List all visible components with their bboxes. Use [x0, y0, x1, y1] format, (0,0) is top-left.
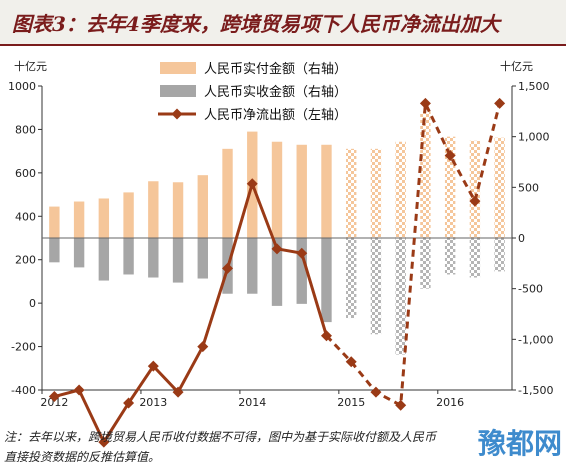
received-bars: [49, 238, 505, 355]
right-tick-label: 500: [518, 181, 539, 194]
net-outflow-point: [345, 356, 357, 368]
axes: -400 -200 0 200 400 600 800 1000 -1,500 -1,000 -50…: [8, 59, 553, 409]
paid-bar: [395, 141, 406, 238]
net-outflow-point: [444, 149, 456, 161]
net-outflow-line: [48, 97, 506, 448]
received-bar: [321, 238, 332, 323]
paid-bar: [73, 201, 85, 238]
received-bar: [98, 238, 110, 281]
net-outflow-dashed: [325, 97, 502, 408]
x-tick-label: 2015: [337, 396, 365, 409]
left-axis-unit: 十亿元: [14, 59, 47, 73]
received-bar: [172, 238, 184, 283]
received-bar: [395, 238, 406, 355]
net-outflow-point: [98, 436, 110, 448]
chart-title: 图表3：去年4季度来，跨境贸易项下人民币净流出加大: [12, 12, 500, 36]
paid-bar: [444, 136, 456, 238]
received-bar: [123, 238, 134, 275]
left-tick-label: -200: [11, 341, 36, 354]
paid-bar: [321, 144, 332, 238]
legend: 人民币实付金额（右轴） 人民币实收金额（右轴） 人民币净流出额（左轴）: [158, 61, 347, 123]
received-bar: [296, 238, 307, 304]
net-outflow-point: [73, 384, 85, 396]
right-tick-label: -1,000: [518, 333, 553, 346]
footnote: 注：去年以来，跨境贸易人民币收付数据不可得，图中为基于实际收付额及人民币直接投资…: [4, 430, 437, 464]
net-outflow-point: [320, 330, 332, 342]
paid-bar: [370, 148, 382, 238]
received-bar: [271, 238, 283, 306]
x-tick-label: 2012: [40, 396, 68, 409]
paid-bar: [197, 175, 208, 238]
net-outflow-point: [469, 195, 481, 207]
net-outflow-point: [296, 247, 308, 259]
net-outflow-point: [419, 97, 431, 109]
received-bar: [197, 238, 208, 279]
left-tick-label: 1000: [8, 80, 36, 93]
paid-bar: [123, 192, 134, 238]
legend-label: 人民币实付金额（右轴）: [204, 61, 347, 77]
net-outflow-point: [395, 399, 407, 411]
legend-label: 人民币净流出额（左轴）: [204, 108, 347, 123]
net-outflow-point: [48, 391, 60, 403]
paid-bar: [148, 181, 159, 238]
paid-bar: [172, 182, 184, 238]
net-outflow-point: [246, 178, 258, 190]
net-outflow-point: [494, 97, 506, 109]
received-bar: [247, 238, 258, 294]
paid-bar: [420, 111, 431, 238]
legend-swatch-paid: [160, 62, 196, 74]
right-tick-label: 0: [518, 232, 525, 245]
net-outflow-point: [197, 341, 209, 353]
right-tick-label: -1,500: [518, 384, 553, 397]
watermark-logo: 豫都网: [477, 427, 562, 460]
net-outflow-point: [222, 262, 234, 274]
net-outflow-point: [172, 386, 184, 398]
paid-bar: [98, 198, 110, 238]
paid-bar: [296, 144, 307, 238]
paid-bar: [346, 148, 357, 238]
x-tick-label: 2013: [139, 396, 167, 409]
received-bar: [469, 238, 481, 278]
received-bar: [444, 238, 456, 275]
net-outflow-solid: [53, 179, 328, 446]
left-tick-label: 600: [15, 167, 36, 180]
left-tick-label: -400: [11, 384, 36, 397]
net-outflow-point: [271, 243, 283, 255]
paid-bar: [271, 141, 283, 238]
right-tick-label: -500: [518, 283, 543, 296]
received-bar: [370, 238, 382, 335]
right-tick-label: 1,000: [518, 131, 550, 144]
received-bar: [73, 238, 85, 268]
received-bar: [494, 238, 505, 272]
net-outflow-point: [123, 397, 135, 409]
received-bar: [346, 238, 357, 319]
right-axis-unit: 十亿元: [500, 59, 533, 73]
received-bar: [420, 238, 431, 289]
net-outflow-point: [370, 386, 382, 398]
paid-bars: [49, 111, 505, 238]
title-bar: 图表3：去年4季度来，跨境贸易项下人民币净流出加大: [0, 0, 566, 46]
left-tick-label: 0: [29, 297, 36, 310]
legend-marker-net: [171, 108, 183, 120]
received-bar: [148, 238, 159, 278]
left-tick-label: 400: [15, 210, 36, 223]
paid-bar: [49, 206, 60, 238]
paid-bar: [469, 140, 481, 238]
x-tick-label: 2016: [436, 396, 464, 409]
received-bar: [49, 238, 60, 263]
legend-swatch-received: [160, 85, 196, 97]
left-tick-label: 200: [15, 254, 36, 267]
paid-bar: [222, 148, 233, 238]
x-tick-label: 2014: [238, 396, 266, 409]
left-tick-label: 800: [15, 123, 36, 136]
right-tick-label: 1,500: [518, 80, 550, 93]
paid-bar: [494, 137, 505, 238]
legend-label: 人民币实收金额（右轴）: [204, 84, 347, 100]
net-outflow-point: [147, 360, 159, 372]
